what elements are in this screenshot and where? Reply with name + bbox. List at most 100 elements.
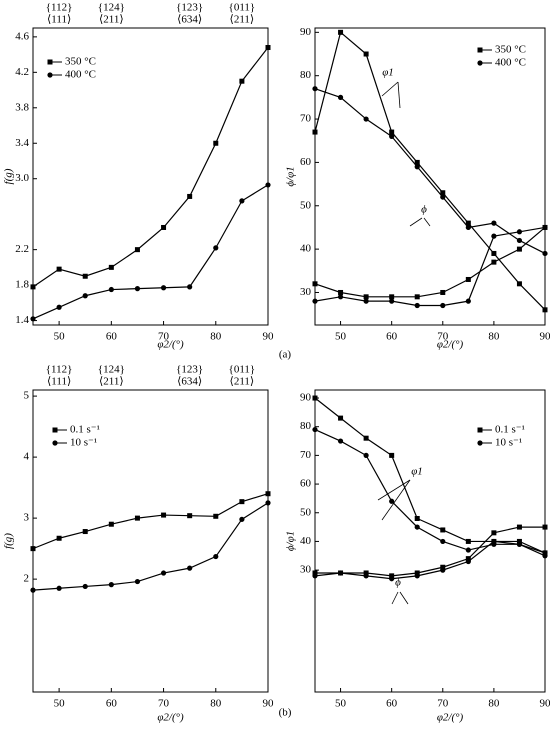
marker (312, 395, 318, 401)
legend-label: 0.1 s⁻¹ (495, 424, 525, 436)
orientation-plane: {123} (176, 364, 203, 376)
marker (491, 259, 497, 265)
annotation: ϕ (421, 204, 427, 216)
marker (465, 220, 471, 226)
marker (389, 573, 395, 579)
plot-frame (32, 27, 269, 326)
y-tick-label: 3 (24, 512, 30, 524)
orientation-direction: ⟨634⟩ (177, 376, 202, 388)
marker (213, 140, 219, 146)
marker (440, 538, 446, 545)
data-line (32, 184, 269, 320)
y-tick-label: 2 (24, 573, 30, 585)
marker (312, 86, 318, 92)
marker (516, 538, 522, 544)
orientation-plane: {124} (98, 2, 125, 14)
annotation-leader (409, 217, 423, 227)
x-tick-label: 90 (263, 331, 275, 343)
marker (56, 585, 62, 591)
marker (108, 286, 114, 293)
marker (312, 129, 318, 135)
orientation-direction: ⟨634⟩ (177, 14, 202, 26)
y-tick-label: 60 (300, 156, 312, 168)
marker (414, 573, 420, 579)
marker (338, 29, 344, 35)
marker (108, 264, 114, 270)
annotation-leader (397, 81, 401, 109)
plot-frame (32, 389, 269, 693)
y-tick-label: 70 (300, 449, 312, 461)
marker (363, 294, 369, 300)
marker (187, 513, 193, 519)
marker (363, 51, 369, 57)
marker (337, 438, 344, 444)
marker (265, 45, 271, 51)
legend-label: 400 °C (65, 69, 96, 81)
orientation-direction: ⟨211⟩ (99, 376, 124, 388)
annotation: φ1 (411, 466, 423, 478)
marker (239, 198, 245, 204)
marker (542, 524, 548, 530)
y-tick-label: 50 (300, 506, 312, 518)
marker (82, 273, 88, 279)
y-tick-label: 40 (300, 243, 312, 255)
x-tick-label: 50 (54, 698, 66, 710)
orientation-plane: {011} (229, 2, 256, 14)
x-tick-label: 70 (437, 331, 449, 343)
marker (440, 194, 446, 200)
marker (389, 452, 395, 458)
legend-label: 350 °C (65, 56, 96, 68)
y-tick-label: 80 (300, 69, 312, 81)
marker (82, 583, 88, 590)
marker (363, 298, 369, 304)
marker (414, 570, 420, 576)
marker (187, 284, 193, 290)
marker (108, 582, 114, 588)
y-tick-label: 1.8 (15, 279, 29, 291)
marker (338, 289, 344, 295)
marker (516, 237, 523, 244)
orientation-plane: {123} (176, 2, 203, 14)
data-line (32, 502, 269, 591)
marker (134, 578, 141, 585)
marker (161, 224, 167, 230)
data-line (314, 226, 546, 298)
orientation-direction: ⟨211⟩ (230, 376, 255, 388)
x-tick-label: 70 (158, 331, 170, 343)
x-tick-label: 70 (437, 698, 449, 710)
marker (542, 250, 548, 257)
marker (363, 570, 369, 576)
marker (491, 250, 497, 256)
x-tick-label: 60 (386, 698, 398, 710)
data-line (314, 31, 546, 311)
marker (337, 94, 344, 100)
marker (440, 564, 446, 570)
marker (465, 556, 471, 562)
marker (465, 547, 471, 553)
data-line (32, 493, 269, 550)
marker (239, 516, 245, 522)
x-tick-label: 60 (386, 331, 398, 343)
y-tick-label: 70 (300, 113, 312, 125)
marker (363, 452, 369, 458)
marker (389, 498, 395, 504)
marker (414, 294, 420, 300)
marker (440, 302, 446, 309)
marker (56, 304, 62, 310)
marker (516, 524, 522, 530)
marker (312, 426, 318, 433)
x-tick-label: 90 (540, 331, 550, 343)
marker (187, 565, 193, 571)
orientation-direction: ⟨211⟩ (99, 14, 124, 26)
y-tick-label: 90 (300, 392, 312, 404)
annotation-leader (377, 479, 411, 501)
x-tick-label: 50 (335, 698, 347, 710)
marker (187, 193, 193, 199)
x-tick-label: 80 (210, 331, 222, 343)
marker (465, 276, 471, 282)
panel-label: (b) (279, 707, 292, 719)
x-tick-label: 70 (158, 698, 170, 710)
y-axis-label: f(g) (3, 533, 15, 549)
marker (108, 521, 114, 527)
